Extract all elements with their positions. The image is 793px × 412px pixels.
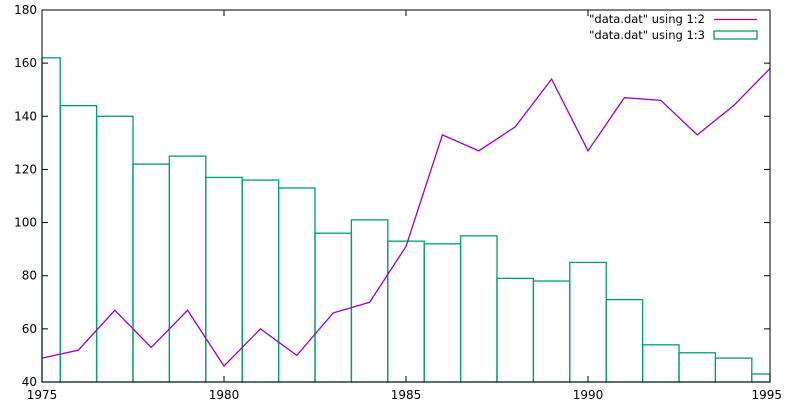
legend-label-line: "data.dat" using 1:2 <box>589 12 705 26</box>
x-tick-label: 1980 <box>209 388 240 402</box>
line-series <box>41 68 771 368</box>
y-tick-label: 180 <box>14 3 37 17</box>
series-line <box>41 68 771 368</box>
legend-swatch-bar <box>713 30 758 40</box>
y-tick-label: 120 <box>14 162 37 176</box>
y-tick-label: 140 <box>14 109 37 123</box>
x-tick-label: 1995 <box>751 388 782 402</box>
x-tick-label: 1985 <box>391 388 422 402</box>
axes: 40 60 80 100 120 140 160 180 1975 1980 1985 1990 199… <box>14 3 782 402</box>
y-tick-label: 40 <box>22 375 37 389</box>
y-tick-label: 160 <box>14 56 37 70</box>
x-tick-label: 1975 <box>27 388 58 402</box>
x-tick-label: 1990 <box>573 388 604 402</box>
legend: "data.dat" using 1:2 "data.dat" using 1:… <box>589 12 758 42</box>
y-tick-label: 60 <box>22 322 37 336</box>
y-tick-label: 100 <box>14 216 37 230</box>
y-tick-label: 80 <box>22 269 37 283</box>
legend-label-bars: "data.dat" using 1:3 <box>589 28 705 42</box>
